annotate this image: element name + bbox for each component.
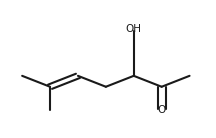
Text: OH: OH — [126, 24, 142, 34]
Text: O: O — [157, 105, 166, 115]
